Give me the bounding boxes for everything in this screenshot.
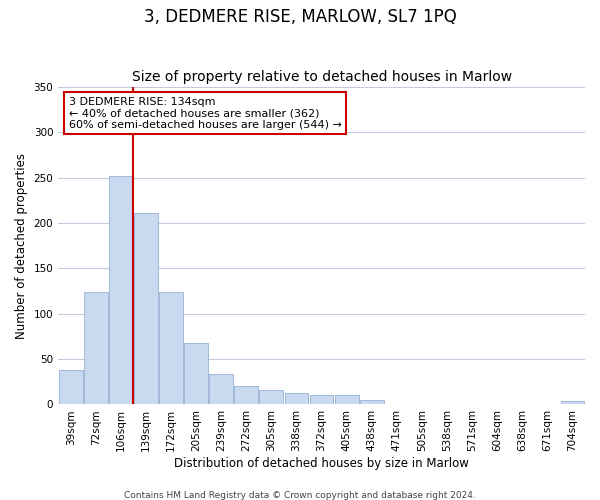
- Text: Contains HM Land Registry data © Crown copyright and database right 2024.: Contains HM Land Registry data © Crown c…: [124, 490, 476, 500]
- Bar: [159, 292, 183, 405]
- Bar: [134, 213, 158, 404]
- Text: 3, DEDMERE RISE, MARLOW, SL7 1PQ: 3, DEDMERE RISE, MARLOW, SL7 1PQ: [143, 8, 457, 26]
- Bar: [360, 400, 383, 404]
- Bar: [560, 401, 584, 404]
- Title: Size of property relative to detached houses in Marlow: Size of property relative to detached ho…: [131, 70, 512, 85]
- Bar: [59, 370, 83, 404]
- Bar: [284, 392, 308, 404]
- Bar: [259, 390, 283, 404]
- Bar: [235, 386, 258, 404]
- X-axis label: Distribution of detached houses by size in Marlow: Distribution of detached houses by size …: [174, 457, 469, 470]
- Bar: [209, 374, 233, 404]
- Bar: [310, 396, 334, 404]
- Text: 3 DEDMERE RISE: 134sqm
← 40% of detached houses are smaller (362)
60% of semi-de: 3 DEDMERE RISE: 134sqm ← 40% of detached…: [69, 96, 341, 130]
- Bar: [184, 343, 208, 404]
- Bar: [335, 396, 359, 404]
- Bar: [84, 292, 108, 405]
- Bar: [109, 176, 133, 404]
- Y-axis label: Number of detached properties: Number of detached properties: [15, 153, 28, 339]
